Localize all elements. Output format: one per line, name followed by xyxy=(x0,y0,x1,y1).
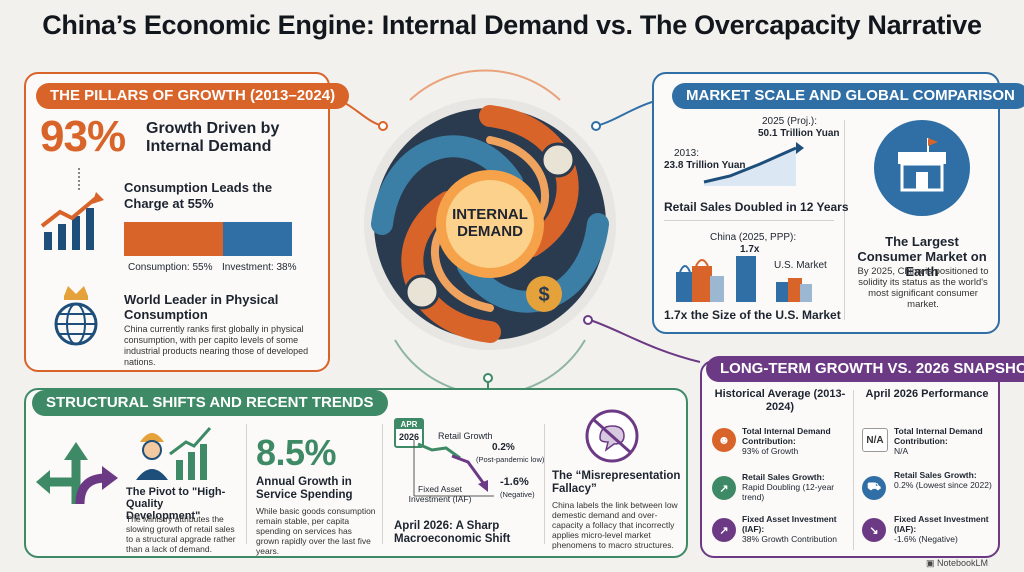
snap-item-value: -1.6% (Negative) xyxy=(894,534,958,544)
consumption-bar-segment xyxy=(124,222,224,256)
cart-icon: ⛟ xyxy=(862,476,886,500)
ratio-label: 1.7x xyxy=(740,244,760,255)
hist-item-title: Total Internal Demand Contribution: xyxy=(742,426,831,446)
market-stall-icon xyxy=(874,120,970,216)
snap-item-value: 0.2% (Lowest since 2022) xyxy=(894,480,992,490)
end-year-label: 2025 (Proj.): xyxy=(762,116,818,127)
notebook-icon: ▣ xyxy=(926,558,938,568)
april-shift-chart xyxy=(413,440,494,497)
retail-doubled-heading: Retail Sales Doubled in 12 Years xyxy=(664,200,849,214)
page-title: China’s Economic Engine: Internal Demand… xyxy=(42,10,982,40)
snapshot-heading: April 2026 Performance xyxy=(865,388,989,400)
retail-growth-value: 0.2% xyxy=(492,442,515,453)
structural-panel xyxy=(24,388,688,558)
market-tag: MARKET SCALE AND GLOBAL COMPARISON xyxy=(672,83,1024,109)
center-label-line2: DEMAND xyxy=(457,223,523,240)
shopping-bags-bars xyxy=(676,256,812,302)
decline-icon: ↘ xyxy=(862,518,886,542)
hist-item-0: Total Internal Demand Contribution: 93% … xyxy=(742,426,850,456)
retail-growth-note: (Post-pandemic low) xyxy=(476,455,545,464)
hist-item-2: Fixed Asset Investment (IAF): 38% Growth… xyxy=(742,514,850,544)
historical-heading: Historical Average (2013-2024) xyxy=(714,388,846,413)
trend-icon: ↗ xyxy=(712,476,736,500)
hist-item-1: Retail Sales Growth: Rapid Doubling (12-… xyxy=(742,472,850,502)
market-left-divider xyxy=(664,220,834,221)
snap-item-title: Total Internal Demand Contribution: xyxy=(894,426,983,446)
worker-growth-icon xyxy=(136,427,212,480)
service-text: While basic goods consumption remain sta… xyxy=(256,506,376,556)
hist-item-value: 38% Growth Contribution xyxy=(742,534,837,544)
hist-item-value: 93% of Growth xyxy=(742,446,799,456)
world-leader-heading: World Leader in Physical Consumption xyxy=(124,292,279,322)
internal-demand-emblem: $ xyxy=(364,98,616,350)
structural-divider-1 xyxy=(246,424,247,544)
consumption-heading: Consumption Leads the Charge at 55% xyxy=(124,180,273,211)
consumption-label: Consumption: 55% xyxy=(128,262,213,273)
growth-icon: ↗ xyxy=(712,518,736,542)
watermark-text: NotebookLM xyxy=(937,558,989,568)
na-badge: N/A xyxy=(862,428,888,452)
snap-item-2: Fixed Asset Investment (IAF): -1.6% (Neg… xyxy=(894,514,994,544)
hist-item-title: Fixed Asset Investment (IAF): xyxy=(742,514,837,534)
direction-arrows-icon xyxy=(36,442,118,505)
china-ppp-label: China (2025, PPP): xyxy=(710,232,797,243)
largest-market-text: By 2025, China is positioned to solidity… xyxy=(857,266,989,310)
fallacy-text: China labels the link between low demest… xyxy=(552,500,678,550)
internal-demand-label: Growth Driven by Internal Demand xyxy=(146,120,280,155)
watermark: ▣ NotebookLM xyxy=(926,558,988,569)
people-icon: ☻ xyxy=(712,428,736,452)
no-misrepresentation-icon xyxy=(585,409,639,463)
hist-item-value: Rapid Doubling (12-year trend) xyxy=(742,482,835,502)
pillars-tag: THE PILLARS OF GROWTH (2013–2024) xyxy=(36,83,350,109)
us-compare-heading: 1.7x the Size of the U.S. Market xyxy=(664,308,841,322)
consumption-investment-bar xyxy=(124,222,292,256)
structural-divider-3 xyxy=(544,424,545,544)
service-stat: 8.5% xyxy=(256,432,337,473)
hist-item-title: Retail Sales Growth: xyxy=(742,472,825,482)
service-heading: Annual Growth in Service Spending xyxy=(256,476,353,501)
pivot-heading: The Pivot to "High-Quality Development" xyxy=(126,486,226,522)
us-market-label: U.S. Market xyxy=(774,260,827,271)
april-shift-heading: April 2026: A Sharp Macroeconomic Shift xyxy=(394,520,511,545)
snap-item-value: N/A xyxy=(894,446,909,456)
start-year-label: 2013: xyxy=(674,148,700,159)
end-value: 50.1 Trillion Yuan xyxy=(758,128,840,139)
retail-growth-line xyxy=(703,142,804,186)
dotted-divider xyxy=(78,168,80,190)
pivot-text: The Ministry attributes the slowing grow… xyxy=(126,514,236,554)
fallacy-heading: The “Misrepresentation Fallacy” xyxy=(552,470,681,495)
fai-note: (Negative) xyxy=(500,490,535,499)
start-value: 23.8 Trillion Yuan xyxy=(664,160,746,171)
structural-tag: STRUCTURAL SHIFTS AND RECENT TRENDS xyxy=(32,390,388,416)
longterm-tag: LONG-TERM GROWTH VS. 2026 SNAPSHOT xyxy=(706,356,1024,382)
snap-item-0: Total Internal Demand Contribution: N/A xyxy=(894,426,994,456)
svg-text:$: $ xyxy=(538,284,549,306)
snap-item-1: Retail Sales Growth: 0.2% (Lowest since … xyxy=(894,470,994,490)
center-label: INTERNAL DEMAND xyxy=(440,206,540,240)
fai-label: Fixed Asset Investment (IAF) xyxy=(408,484,472,504)
world-leader-text: China currently ranks first globally in … xyxy=(124,324,309,367)
snap-item-title: Retail Sales Growth: xyxy=(894,470,977,480)
globe-crown-icon xyxy=(54,286,98,346)
market-divider xyxy=(844,120,845,320)
snap-item-title: Fixed Asset Investment (IAF): xyxy=(894,514,989,534)
retail-growth-label: Retail Growth xyxy=(438,431,493,441)
calendar-icon: APR 2026 xyxy=(394,418,424,448)
largest-market-heading: The Largest Consumer Market on Earth xyxy=(857,234,987,279)
calendar-month: APR xyxy=(396,420,422,429)
internal-demand-stat: 93% xyxy=(40,112,126,161)
growth-chart-icon xyxy=(40,192,104,250)
fai-value: -1.6% xyxy=(500,476,529,488)
investment-bar-segment xyxy=(223,222,292,256)
structural-divider-2 xyxy=(382,424,383,544)
center-label-line1: INTERNAL xyxy=(452,206,528,223)
investment-label: Investment: 38% xyxy=(222,262,297,273)
calendar-year: 2026 xyxy=(398,432,420,442)
longterm-divider xyxy=(853,390,854,550)
